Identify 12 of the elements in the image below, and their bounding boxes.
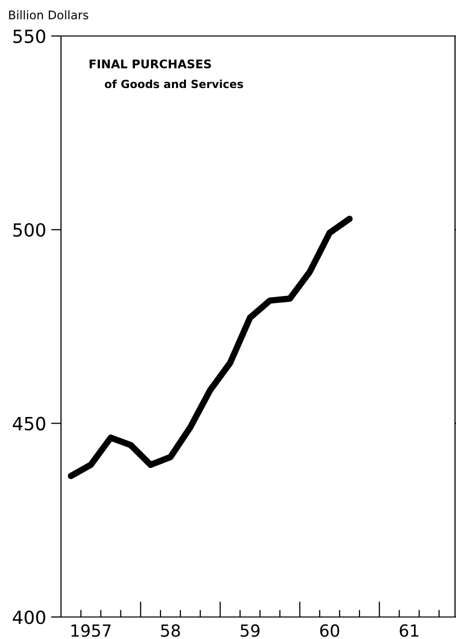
- y-tick-label: 550: [13, 29, 46, 44]
- x-tick-label: 58: [161, 624, 180, 637]
- y-axis-title: Billion Dollars: [9, 10, 88, 20]
- x-tick-label: 61: [400, 624, 418, 637]
- x-tick-label: 60: [320, 624, 340, 637]
- text: of Goods and Services: [104, 80, 244, 88]
- x-tick-label: 1957: [71, 624, 111, 637]
- y-tick-label: 450: [12, 416, 46, 430]
- x-tick-label: 59: [240, 624, 260, 637]
- text: FINAL PURCHASES: [90, 59, 211, 68]
- y-tick-label: 400: [12, 610, 46, 624]
- y-tick-label: 500: [13, 223, 46, 237]
